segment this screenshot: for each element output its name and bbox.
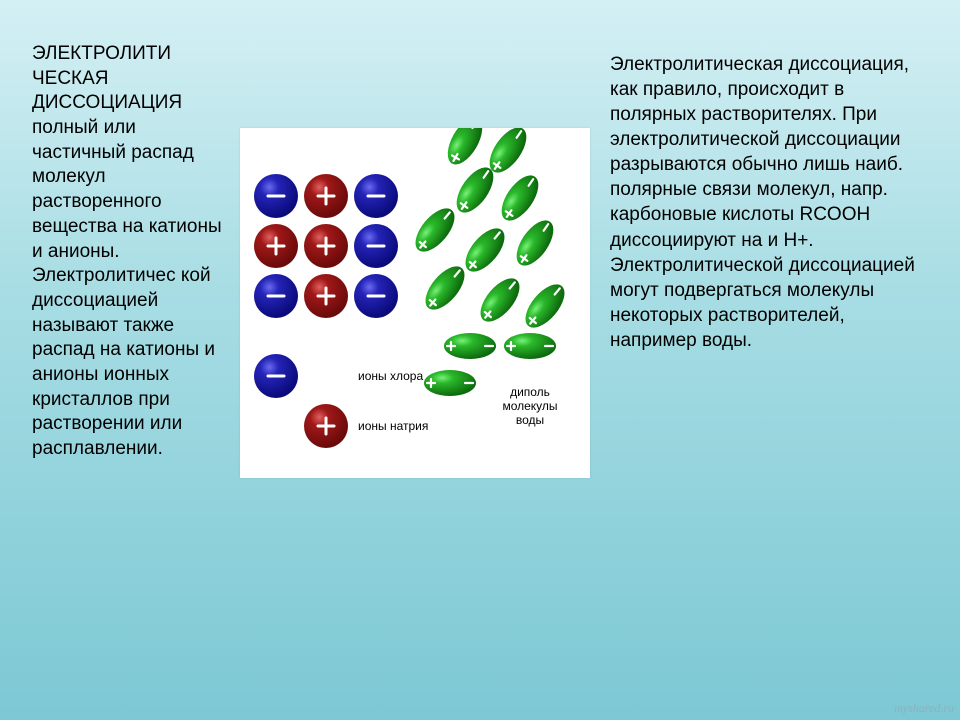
- slide: ЭЛЕКТРОЛИТИ ЧЕСКАЯ ДИССОЦИАЦИЯ полный ил…: [0, 0, 960, 720]
- svg-text:молекулы: молекулы: [502, 399, 557, 413]
- svg-text:диполь: диполь: [510, 385, 550, 399]
- watermark: myshared.ru: [894, 701, 954, 716]
- right-text-block: Электролитическая диссоциация, как прави…: [610, 52, 920, 353]
- dissociation-diagram: ионы хлора ионы натрия дипольмолекулыводы: [240, 128, 590, 478]
- svg-text:ионы натрия: ионы натрия: [358, 419, 428, 433]
- svg-text:воды: воды: [516, 413, 544, 427]
- svg-text:ионы хлора: ионы хлора: [358, 369, 423, 383]
- left-text-block: ЭЛЕКТРОЛИТИ ЧЕСКАЯ ДИССОЦИАЦИЯ полный ил…: [32, 42, 222, 462]
